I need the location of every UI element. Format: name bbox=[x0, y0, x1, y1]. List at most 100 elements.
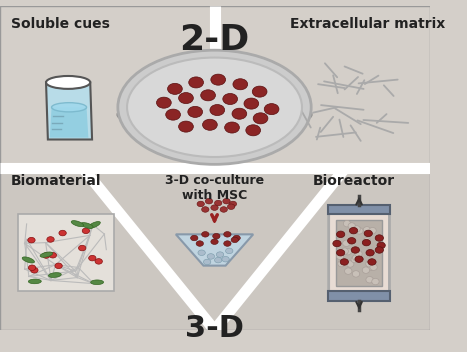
Ellipse shape bbox=[337, 231, 345, 237]
Ellipse shape bbox=[118, 50, 311, 164]
Ellipse shape bbox=[89, 255, 96, 261]
Ellipse shape bbox=[233, 79, 248, 90]
Ellipse shape bbox=[211, 239, 218, 244]
Ellipse shape bbox=[118, 100, 311, 130]
Ellipse shape bbox=[377, 242, 385, 249]
Ellipse shape bbox=[375, 247, 383, 253]
Ellipse shape bbox=[363, 227, 371, 233]
Ellipse shape bbox=[205, 199, 212, 204]
Bar bbox=[328, 291, 390, 301]
Ellipse shape bbox=[337, 231, 345, 238]
Ellipse shape bbox=[201, 90, 215, 101]
Ellipse shape bbox=[223, 199, 230, 204]
Ellipse shape bbox=[351, 247, 360, 253]
Ellipse shape bbox=[226, 248, 233, 254]
Ellipse shape bbox=[356, 228, 363, 234]
Bar bbox=[328, 205, 390, 214]
Ellipse shape bbox=[224, 241, 231, 246]
Ellipse shape bbox=[353, 226, 361, 232]
Ellipse shape bbox=[81, 222, 93, 228]
Ellipse shape bbox=[31, 268, 38, 273]
Ellipse shape bbox=[222, 256, 229, 262]
Ellipse shape bbox=[347, 238, 356, 244]
Ellipse shape bbox=[47, 237, 54, 242]
Ellipse shape bbox=[355, 256, 363, 262]
Ellipse shape bbox=[345, 268, 352, 274]
Ellipse shape bbox=[372, 278, 379, 285]
Ellipse shape bbox=[368, 259, 376, 265]
Bar bbox=[0, 6, 430, 168]
Ellipse shape bbox=[366, 260, 373, 267]
Text: Bioreactor: Bioreactor bbox=[313, 174, 395, 188]
Polygon shape bbox=[176, 234, 253, 266]
Ellipse shape bbox=[338, 260, 345, 267]
Ellipse shape bbox=[78, 245, 86, 251]
Ellipse shape bbox=[166, 109, 180, 120]
Ellipse shape bbox=[196, 241, 204, 246]
Ellipse shape bbox=[246, 125, 261, 136]
Ellipse shape bbox=[22, 257, 35, 263]
Text: Extracellular matrix: Extracellular matrix bbox=[290, 17, 445, 31]
Polygon shape bbox=[50, 107, 88, 138]
Ellipse shape bbox=[336, 253, 344, 259]
Ellipse shape bbox=[211, 205, 218, 210]
Text: 3-D co-culture
with MSC: 3-D co-culture with MSC bbox=[165, 175, 264, 202]
Ellipse shape bbox=[362, 239, 371, 246]
Ellipse shape bbox=[368, 264, 375, 270]
Ellipse shape bbox=[28, 265, 36, 271]
Ellipse shape bbox=[225, 122, 240, 133]
Ellipse shape bbox=[202, 232, 209, 237]
Ellipse shape bbox=[91, 280, 104, 284]
Ellipse shape bbox=[210, 105, 225, 115]
Ellipse shape bbox=[156, 97, 171, 108]
Ellipse shape bbox=[349, 227, 358, 234]
Bar bbox=[0, 168, 430, 330]
Ellipse shape bbox=[362, 267, 369, 274]
Bar bbox=[18, 214, 114, 291]
Ellipse shape bbox=[204, 259, 211, 265]
Ellipse shape bbox=[88, 221, 100, 228]
Ellipse shape bbox=[59, 230, 66, 236]
Ellipse shape bbox=[348, 223, 355, 229]
Ellipse shape bbox=[49, 252, 57, 258]
Ellipse shape bbox=[244, 98, 259, 109]
Ellipse shape bbox=[264, 103, 279, 115]
Ellipse shape bbox=[95, 259, 102, 264]
Bar bbox=[336, 220, 382, 286]
Ellipse shape bbox=[71, 221, 84, 227]
Ellipse shape bbox=[343, 220, 351, 227]
Ellipse shape bbox=[366, 250, 374, 256]
Ellipse shape bbox=[214, 200, 222, 206]
Polygon shape bbox=[46, 82, 92, 139]
Ellipse shape bbox=[364, 230, 372, 237]
Ellipse shape bbox=[353, 254, 360, 261]
Ellipse shape bbox=[216, 252, 224, 257]
Ellipse shape bbox=[253, 113, 268, 124]
Ellipse shape bbox=[370, 264, 377, 270]
Ellipse shape bbox=[352, 271, 360, 277]
Ellipse shape bbox=[337, 250, 345, 256]
Ellipse shape bbox=[178, 121, 193, 132]
Ellipse shape bbox=[42, 253, 50, 258]
Ellipse shape bbox=[355, 251, 362, 257]
Ellipse shape bbox=[188, 106, 203, 118]
Ellipse shape bbox=[49, 273, 61, 277]
Ellipse shape bbox=[189, 77, 204, 88]
Text: 3-D: 3-D bbox=[185, 314, 244, 344]
Ellipse shape bbox=[232, 108, 247, 119]
Ellipse shape bbox=[375, 235, 383, 241]
Ellipse shape bbox=[203, 119, 217, 130]
Ellipse shape bbox=[233, 235, 241, 241]
Text: Soluble cues: Soluble cues bbox=[11, 17, 110, 31]
Ellipse shape bbox=[229, 201, 237, 207]
Ellipse shape bbox=[82, 228, 90, 234]
Ellipse shape bbox=[28, 279, 41, 284]
Ellipse shape bbox=[28, 237, 35, 243]
Ellipse shape bbox=[227, 204, 235, 209]
Ellipse shape bbox=[207, 254, 214, 259]
Ellipse shape bbox=[197, 201, 205, 207]
Ellipse shape bbox=[340, 259, 348, 265]
Ellipse shape bbox=[178, 93, 193, 103]
Ellipse shape bbox=[212, 233, 220, 239]
Ellipse shape bbox=[224, 232, 231, 237]
